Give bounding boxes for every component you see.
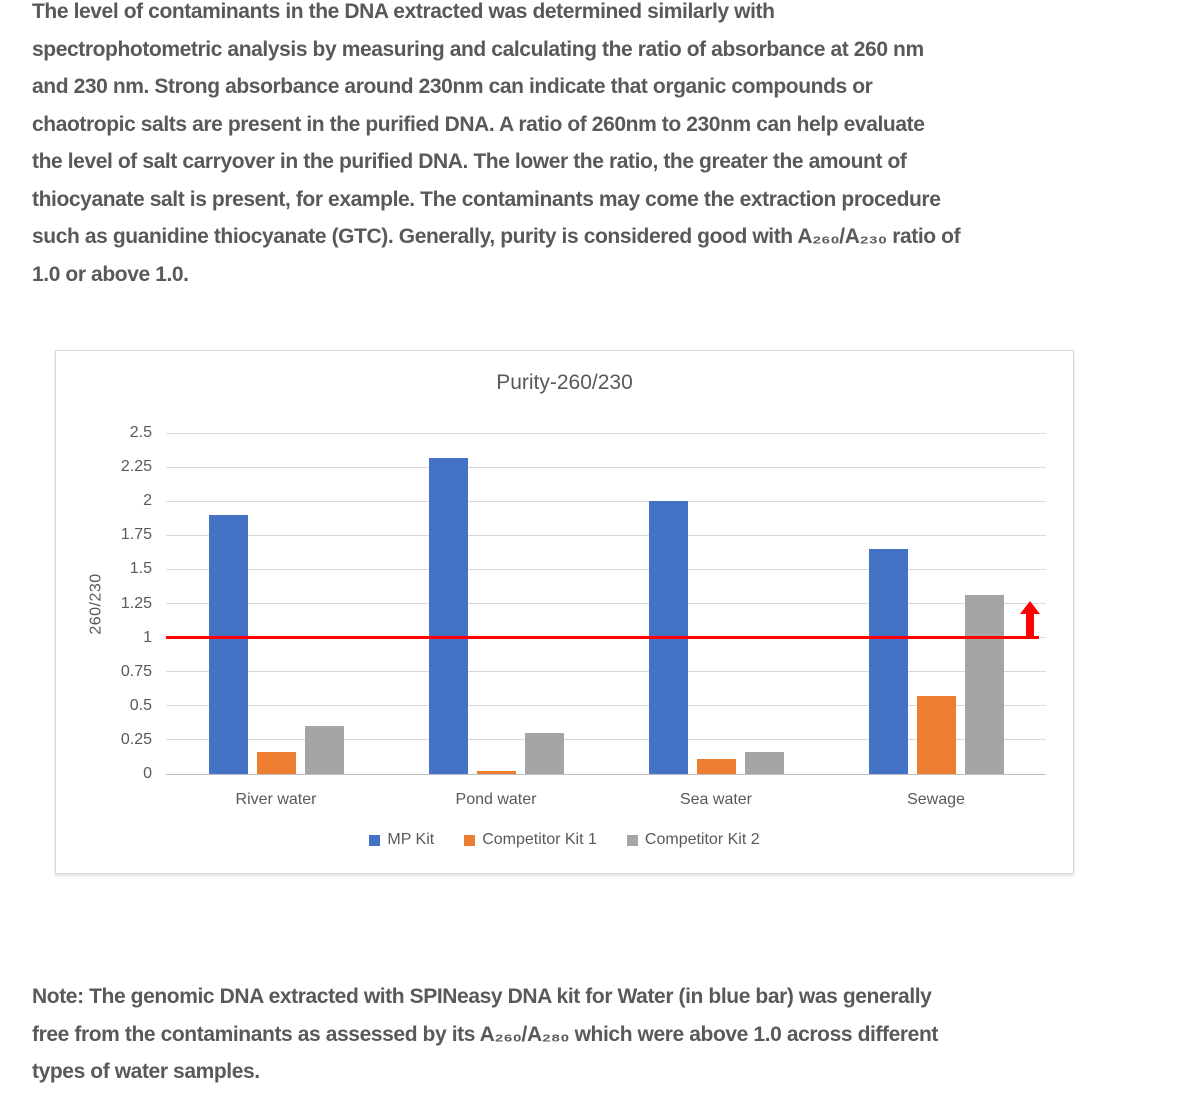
gridline: [166, 773, 1046, 775]
bar-competitor-kit-1-sea-water: [696, 758, 736, 774]
gridline: [166, 466, 1046, 468]
y-axis-title: 260/230: [86, 433, 108, 774]
gridline: [166, 671, 1046, 673]
legend-item-competitor-kit-2: Competitor Kit 2: [626, 831, 760, 849]
plot-area: [166, 432, 1046, 775]
bar-competitor-kit-2-pond-water: [524, 733, 564, 774]
up-arrow-icon: [1019, 600, 1041, 638]
legend-swatch-competitor-kit-2: [626, 834, 638, 846]
bar-mp-kit-pond-water: [428, 457, 468, 774]
legend-swatch-competitor-kit-1: [464, 834, 476, 846]
bar-competitor-kit-1-pond-water: [476, 771, 516, 774]
gridline: [166, 432, 1046, 434]
reference-line: [166, 636, 1039, 640]
gridline: [166, 534, 1046, 536]
chart-container: Purity-260/230 260/230 0 0.25 0.5 0.75 1 1.25…: [55, 350, 1074, 874]
chart-legend: MP Kit Competitor Kit 1 Competitor Kit 2: [56, 831, 1073, 849]
legend-swatch-mp-kit: [369, 834, 381, 846]
intro-paragraph: The level of contaminants in the DNA ext…: [32, 0, 961, 286]
gridline: [166, 568, 1046, 570]
bar-mp-kit-sewage: [868, 548, 908, 774]
bar-competitor-kit-2-sewage: [964, 595, 1004, 774]
gridline: [166, 705, 1046, 707]
gridline: [166, 739, 1046, 741]
y-axis-title-text: 260/230: [88, 572, 105, 635]
note-paragraph: Note: The genomic DNA extracted with SPI…: [32, 985, 938, 1083]
up-arrow-shaft: [1026, 612, 1034, 638]
gridline: [166, 603, 1046, 604]
legend-label: Competitor Kit 2: [644, 831, 760, 848]
bar-mp-kit-river-water: [208, 514, 248, 774]
legend-item-competitor-kit-1: Competitor Kit 1: [464, 831, 597, 849]
legend-label: Competitor Kit 1: [482, 831, 597, 848]
x-axis-category-label: River water: [235, 791, 317, 808]
x-axis-category-label: Pond water: [455, 791, 537, 808]
legend-label: MP Kit: [387, 831, 435, 848]
bar-competitor-kit-1-sewage: [916, 696, 956, 774]
up-arrow-head: [1019, 600, 1040, 614]
x-axis-category-label: Sewage: [907, 791, 965, 808]
legend-item-mp-kit: MP Kit: [369, 831, 434, 849]
chart-title: Purity-260/230: [496, 371, 633, 394]
bar-competitor-kit-2-river-water: [304, 726, 344, 774]
bar-competitor-kit-2-sea-water: [744, 752, 784, 774]
gridline: [166, 500, 1046, 502]
x-axis-category-label: Sea water: [679, 791, 753, 808]
bar-competitor-kit-1-river-water: [256, 752, 296, 774]
